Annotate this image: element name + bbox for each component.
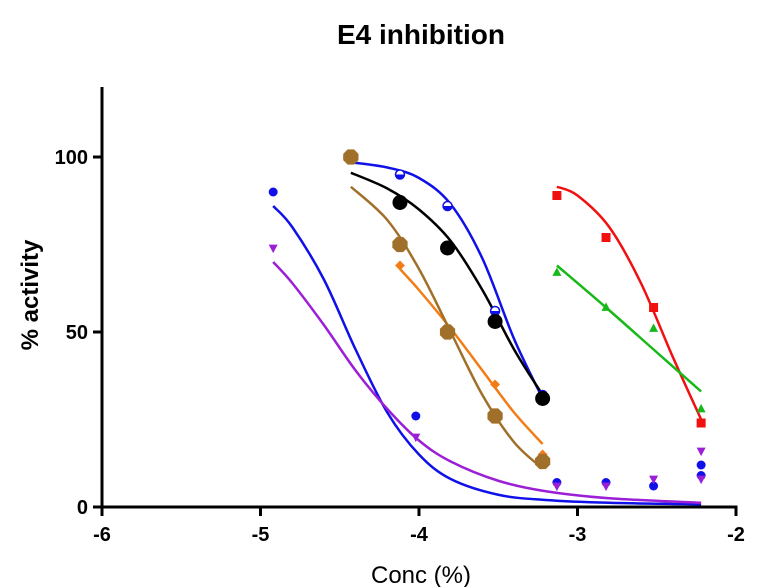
fit-curve bbox=[350, 171, 544, 396]
data-point bbox=[601, 233, 611, 242]
fit-curves bbox=[272, 161, 703, 506]
y-tick-label: 100 bbox=[55, 147, 88, 169]
data-point bbox=[392, 195, 408, 210]
x-tick-label: -4 bbox=[410, 524, 429, 546]
y-tick-label: 50 bbox=[66, 322, 88, 344]
data-point bbox=[487, 314, 503, 329]
data-point bbox=[411, 411, 421, 421]
x-tick-label: -2 bbox=[727, 524, 745, 546]
data-point bbox=[268, 244, 278, 254]
x-tick-label: -5 bbox=[252, 524, 270, 546]
data-point bbox=[696, 403, 706, 413]
data-point bbox=[392, 236, 408, 253]
fit-curve bbox=[272, 205, 702, 506]
data-point bbox=[535, 391, 551, 406]
data-point bbox=[696, 460, 706, 470]
data-point bbox=[649, 481, 659, 491]
fit-curve bbox=[272, 261, 702, 505]
x-axis-label: Conc (%) bbox=[371, 562, 471, 587]
data-point bbox=[649, 303, 659, 312]
data-point bbox=[696, 475, 706, 485]
data-point bbox=[442, 200, 453, 212]
data-point bbox=[268, 187, 278, 197]
data-point bbox=[552, 267, 562, 276]
data-point bbox=[696, 447, 706, 457]
fit-curve bbox=[556, 185, 703, 421]
data-point bbox=[411, 433, 421, 443]
data-point bbox=[552, 482, 562, 492]
data-point bbox=[649, 475, 659, 485]
data-point bbox=[440, 240, 456, 256]
data-point bbox=[601, 482, 611, 492]
fit-curve bbox=[350, 161, 544, 400]
x-tick-label: -3 bbox=[569, 524, 587, 546]
fit-curve bbox=[556, 264, 702, 393]
data-point bbox=[487, 408, 503, 424]
data-point bbox=[552, 191, 562, 200]
axes: -6 -5 -4 -3 -2 0 50 100 bbox=[55, 87, 745, 546]
data-point bbox=[395, 260, 405, 271]
data-point bbox=[394, 169, 406, 180]
y-tick-label: 0 bbox=[77, 497, 88, 519]
data-point bbox=[439, 324, 456, 340]
y-axis-label: % activity bbox=[17, 239, 44, 350]
chart-title: E4 inhibition bbox=[337, 19, 505, 50]
data-point bbox=[601, 302, 611, 311]
data-point bbox=[343, 149, 359, 165]
data-point bbox=[535, 453, 551, 470]
x-tick-label: -6 bbox=[93, 524, 111, 546]
fit-curve bbox=[399, 268, 544, 445]
data-point bbox=[490, 379, 501, 390]
data-point bbox=[649, 323, 659, 332]
data-point bbox=[696, 418, 706, 428]
data-points bbox=[268, 149, 706, 492]
